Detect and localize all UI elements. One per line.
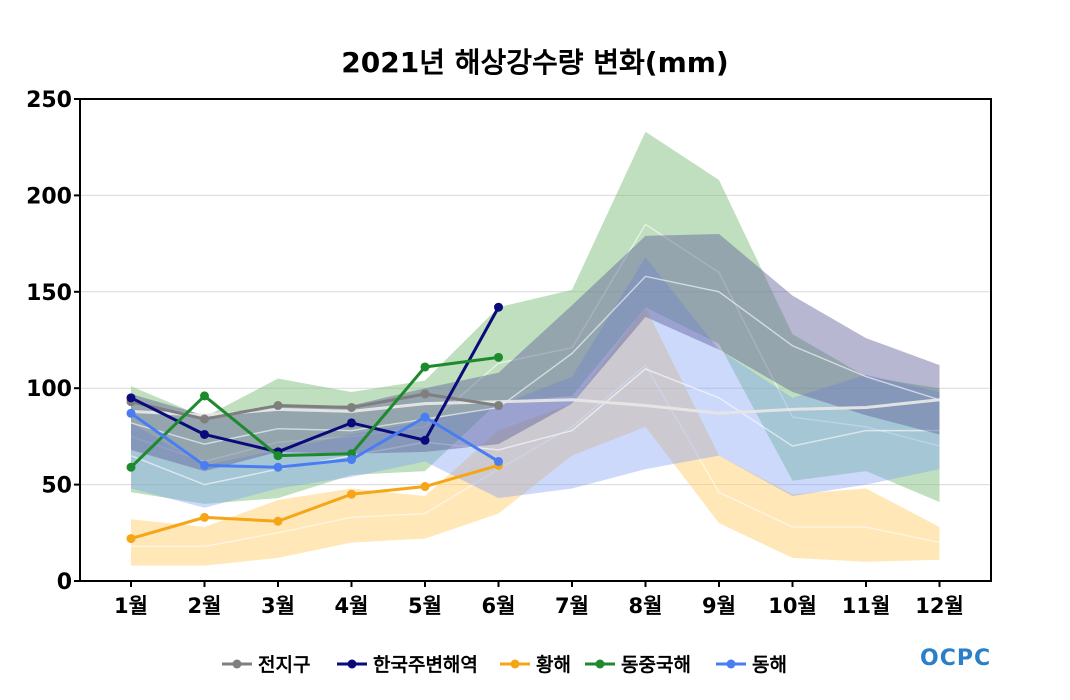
series-1-point-5 xyxy=(420,389,430,399)
x-tick-label-3: 3월 xyxy=(261,594,295,618)
y-tick-label-250: 250 xyxy=(26,88,72,113)
series-4-point-3 xyxy=(273,451,283,461)
series-1-point-4 xyxy=(347,402,356,412)
series-5-point-4 xyxy=(347,455,356,465)
ocpc-logo: OCPC xyxy=(920,646,991,671)
series-line-3 xyxy=(130,463,499,541)
series-1-point-6 xyxy=(494,401,503,411)
series-line-1 xyxy=(130,392,499,421)
climatology-band-3 xyxy=(131,257,940,508)
y-tick-label-50: 50 xyxy=(41,474,72,499)
legend-marker-4 xyxy=(595,659,605,669)
legend: 전지구 한국주변해역 황해 동중국해 동해 xyxy=(222,653,787,676)
series-5-point-1 xyxy=(126,408,136,418)
series-4-point-1 xyxy=(126,462,136,472)
legend-label-5: 동해 xyxy=(752,654,787,676)
series-3-point-5 xyxy=(420,482,430,492)
legend-marker-1 xyxy=(232,659,242,669)
y-tick-label-200: 200 xyxy=(26,184,72,209)
x-tick-label-8: 8월 xyxy=(629,594,663,618)
climatology-mean-line-4 xyxy=(130,275,940,445)
legend-label-3: 황해 xyxy=(536,653,571,676)
x-tick-label-1: 1월 xyxy=(114,594,148,618)
legend-marker-5 xyxy=(726,659,736,669)
series-3-point-3 xyxy=(273,516,283,526)
x-tick-label-12: 12월 xyxy=(915,594,964,618)
climatology-mean-line-1 xyxy=(131,363,940,547)
x-tick-label-9: 9월 xyxy=(702,594,736,618)
climatology-bands xyxy=(130,131,940,566)
series-5-point-6 xyxy=(494,456,503,466)
series-4-point-5 xyxy=(420,362,430,372)
y-tick-label-100: 100 xyxy=(26,377,72,402)
legend-label-4: 동중국해 xyxy=(621,654,691,676)
series-3-point-4 xyxy=(347,489,356,499)
x-tick-label-4: 4월 xyxy=(335,594,369,618)
y-tick-label-150: 150 xyxy=(26,281,72,306)
x-tick-label-11: 11월 xyxy=(842,594,891,618)
series-5-point-5 xyxy=(420,412,430,422)
climatology-mean-line-3 xyxy=(130,368,940,486)
chart-title: 2021년 해상강수량 변화(mm) xyxy=(341,46,728,79)
series-5-point-3 xyxy=(273,462,283,472)
x-tick-label-2: 2월 xyxy=(188,594,222,618)
climatology-mean-line-5 xyxy=(130,398,940,417)
legend-label-1: 전지구 xyxy=(258,654,310,676)
series-3-point-1 xyxy=(126,534,136,544)
series-line-2 xyxy=(130,306,500,454)
series-3-point-2 xyxy=(200,512,209,522)
series-line-5 xyxy=(130,412,500,469)
legend-label-2: 한국주변해역 xyxy=(373,654,478,676)
series-2-point-5 xyxy=(420,435,430,445)
plot-frame xyxy=(79,98,992,582)
y-tick-label-0: 0 xyxy=(57,570,72,595)
series-2-point-4 xyxy=(347,418,356,428)
series-2-point-2 xyxy=(200,429,209,439)
legend-marker-2 xyxy=(347,659,357,669)
series-line-4 xyxy=(129,355,499,469)
x-tick-label-10: 10월 xyxy=(768,594,817,618)
series-2-point-6 xyxy=(494,302,503,312)
series-2-point-1 xyxy=(126,393,136,403)
series-5-point-2 xyxy=(200,460,209,470)
x-axis-ticks: 1월 2월 3월 4월 5월 6월 7월 8월 9월 10월 11월 12월 xyxy=(114,581,964,618)
series-4-point-6 xyxy=(494,352,503,362)
x-tick-label-5: 5월 xyxy=(408,594,442,618)
y-axis-ticks: 0 50 100 150 200 250 xyxy=(26,88,80,595)
legend-marker-3 xyxy=(510,659,520,669)
series-4-point-2 xyxy=(200,391,209,401)
data-series xyxy=(126,302,503,544)
series-1-point-2 xyxy=(200,414,209,424)
x-tick-label-7: 7월 xyxy=(555,594,589,618)
series-1-point-3 xyxy=(273,401,283,411)
x-tick-label-6: 6월 xyxy=(482,594,516,618)
logo-text: OCPC xyxy=(920,646,991,671)
